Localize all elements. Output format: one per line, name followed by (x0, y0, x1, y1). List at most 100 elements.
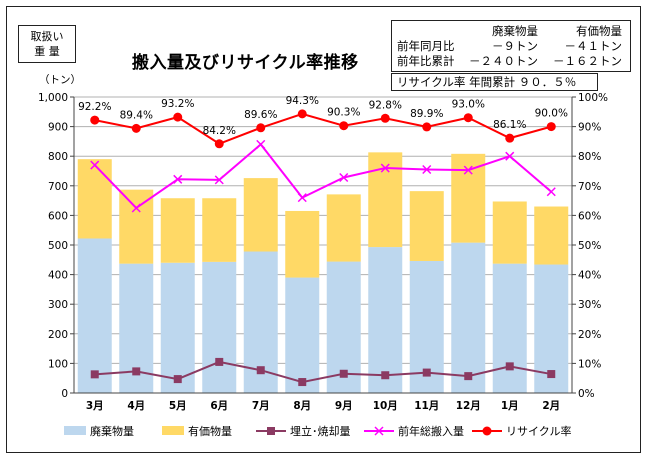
data-label: 84.2% (203, 125, 236, 137)
point-prev-total (422, 164, 432, 175)
left-axis-tick-label: 100 (48, 358, 68, 370)
right-axis-tick-label: 50% (578, 240, 601, 252)
point-prev-total (546, 187, 556, 197)
left-axis-tick-label: 900 (48, 122, 68, 134)
legend-swatch (162, 426, 184, 435)
bar-valuable (534, 206, 569, 265)
bar-valuable (243, 178, 278, 252)
x-axis-tick-label: 10月 (373, 400, 398, 412)
point-landfill (422, 368, 431, 377)
legend-marker (267, 427, 275, 435)
point-recycle-rate (256, 123, 266, 133)
chart-title: 搬入量及びリサイクル率推移 (132, 53, 359, 73)
point-landfill (173, 375, 182, 384)
right-axis-tick-label: 100% (578, 92, 608, 104)
bar-valuable (409, 191, 444, 261)
left-axis-tick-label: 1,000 (38, 92, 68, 104)
bar-valuable (326, 194, 361, 262)
bar-valuable (202, 198, 237, 262)
bar-waste (492, 263, 527, 393)
point-prev-total (505, 151, 515, 161)
summary-row-label: 前年比累計 (397, 54, 455, 68)
bar-valuable (119, 189, 154, 264)
recycle-rate-annual-box: リサイクル率 年間累計 ９０．５％ (391, 73, 598, 91)
unit-box: 取扱い 重 量 (18, 25, 76, 63)
x-axis-tick-label: 12月 (456, 400, 481, 412)
x-axis-tick-label: 11月 (414, 400, 439, 412)
point-recycle-rate (339, 121, 349, 131)
point-landfill (464, 372, 473, 381)
point-landfill (547, 370, 556, 379)
data-label: 94.3% (286, 95, 319, 107)
summary-row-label: 前年同月比 (397, 39, 455, 53)
summary-row-cumulative: 前年比累計 －２４０トン －１６２トン (392, 54, 630, 69)
legend-marker (482, 426, 492, 436)
x-axis-tick-label: 6月 (210, 400, 228, 412)
left-axis-tick-label: 200 (48, 329, 68, 341)
series-line (94, 142, 552, 210)
data-label: 89.4% (120, 109, 153, 121)
x-axis-tick-label: 3月 (86, 400, 104, 412)
legend-swatch (64, 426, 86, 435)
data-label: 92.8% (369, 99, 402, 111)
right-axis-tick-label: 70% (578, 181, 601, 193)
data-label: 93.0% (452, 99, 485, 111)
point-prev-total (297, 193, 307, 203)
point-recycle-rate (131, 123, 141, 133)
right-axis-tick-label: 40% (578, 270, 601, 282)
point-prev-total (214, 175, 224, 185)
series-line (94, 112, 552, 145)
point-landfill (339, 369, 348, 378)
x-axis-tick-label: 7月 (252, 400, 270, 412)
legend-label: 前年総搬入量 (398, 424, 464, 438)
legend-marker (374, 426, 384, 436)
right-axis-tick-label: 60% (578, 210, 601, 222)
point-landfill (215, 357, 224, 366)
summary-header-row: 廃棄物量 有価物量 (392, 24, 630, 39)
x-axis-tick-label: 4月 (127, 400, 145, 412)
legend-label: 埋立･焼却量 (290, 424, 351, 438)
unit-box-line2: 重 量 (34, 45, 60, 58)
right-axis-tick-label: 30% (578, 299, 601, 311)
data-label: 89.9% (410, 108, 443, 120)
point-landfill (256, 366, 265, 375)
point-landfill (90, 370, 99, 379)
point-recycle-rate (214, 139, 224, 149)
point-landfill (298, 378, 307, 387)
summary-table: 廃棄物量 有価物量 前年同月比 －９トン －４１トン 前年比累計 －２４０トン … (391, 20, 631, 72)
point-recycle-rate (463, 113, 473, 123)
point-prev-total (463, 165, 473, 175)
point-recycle-rate (422, 122, 432, 132)
bar-valuable (160, 198, 195, 263)
point-recycle-rate (297, 109, 307, 119)
point-prev-total (173, 174, 183, 184)
bar-waste (202, 261, 237, 393)
bar-valuable (368, 152, 403, 248)
data-label: 93.2% (161, 98, 194, 110)
left-axis-tick-label: 400 (48, 270, 68, 282)
left-axis-tick-label: 600 (48, 210, 68, 222)
summary-cell: －９トン (492, 39, 538, 53)
bar-waste (285, 277, 320, 393)
left-axis-tick-label: 800 (48, 151, 68, 163)
left-axis-label: （トン） (39, 74, 81, 86)
summary-header-valuable: 有価物量 (576, 24, 622, 38)
point-landfill (381, 371, 390, 380)
left-axis-tick-label: 0 (61, 388, 68, 400)
bar-waste (451, 242, 486, 393)
data-label: 92.2% (78, 101, 111, 113)
bar-waste (160, 262, 195, 393)
bar-valuable (285, 210, 320, 278)
unit-box-line1: 取扱い (30, 30, 64, 43)
legend-label: 有価物量 (188, 424, 232, 438)
bar-valuable (77, 159, 112, 239)
right-axis-tick-label: 90% (578, 122, 601, 134)
point-prev-total (339, 172, 349, 183)
summary-cell: －４１トン (564, 39, 623, 53)
data-label: 90.3% (327, 107, 360, 119)
left-axis-tick-label: 500 (48, 240, 68, 252)
bar-valuable (451, 153, 486, 243)
point-recycle-rate (505, 133, 515, 143)
legend-label: 廃棄物量 (90, 424, 134, 438)
point-landfill (505, 362, 514, 371)
